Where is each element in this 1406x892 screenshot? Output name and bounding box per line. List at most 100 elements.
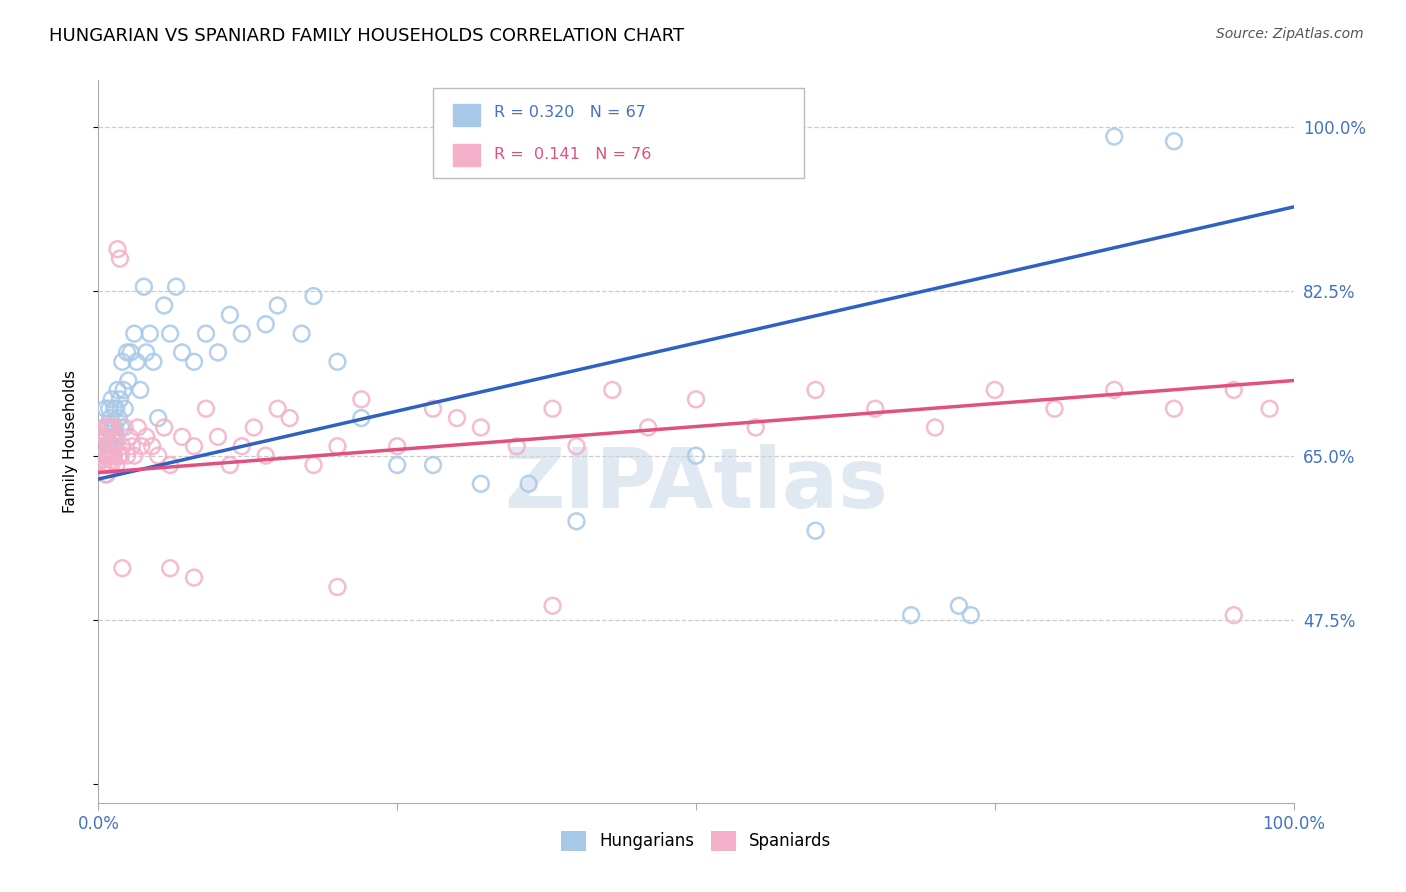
Point [135,430,157,444]
Point [446,411,468,425]
Point [91,439,114,453]
Point [107,383,129,397]
Point [97,439,120,453]
Point [183,355,205,369]
Point [291,326,314,341]
Point [148,449,170,463]
Point [267,298,290,312]
Point [121,439,143,453]
Point [125,355,148,369]
Point [110,420,132,434]
Point [1163,134,1185,148]
Point [96,430,118,444]
Point [135,345,157,359]
Point [960,608,983,623]
Point [685,392,707,407]
Point [98,449,122,463]
Point [120,345,142,359]
Point [565,514,588,528]
Point [159,561,181,575]
Point [422,401,444,416]
Point [219,308,242,322]
Point [91,458,114,472]
Point [97,420,120,434]
Point [94,467,117,482]
Point [132,279,155,293]
Point [326,439,349,453]
Point [565,439,588,453]
Point [685,449,707,463]
Point [98,420,122,434]
Point [139,326,162,341]
Point [97,420,120,434]
Text: R = 0.320   N = 67: R = 0.320 N = 67 [494,105,645,120]
Point [165,279,187,293]
Point [105,458,128,472]
Point [231,326,253,341]
Point [117,374,139,388]
Point [637,420,659,434]
FancyBboxPatch shape [453,144,479,166]
Point [93,420,115,434]
Point [183,571,205,585]
Point [254,449,277,463]
Point [93,449,115,463]
Point [103,439,125,453]
Point [114,420,136,434]
Point [745,420,768,434]
Text: HUNGARIAN VS SPANIARD FAMILY HOUSEHOLDS CORRELATION CHART: HUNGARIAN VS SPANIARD FAMILY HOUSEHOLDS … [49,27,685,45]
Point [1223,383,1246,397]
Text: R =  0.141   N = 76: R = 0.141 N = 76 [494,147,651,162]
Point [153,420,176,434]
Point [141,439,163,453]
Point [108,252,131,266]
Point [91,430,114,444]
Point [804,383,827,397]
Point [470,420,492,434]
Point [110,449,132,463]
Point [326,580,349,594]
Point [302,289,325,303]
Point [105,401,128,416]
Point [101,439,124,453]
Point [98,458,121,472]
Point [159,326,181,341]
Point [1104,383,1126,397]
Point [900,608,922,623]
Point [107,242,129,256]
Point [118,430,141,444]
Point [98,449,121,463]
Point [183,439,205,453]
Point [142,355,165,369]
Point [103,401,125,416]
Point [91,458,114,472]
Point [101,449,124,463]
Point [326,355,349,369]
Point [1104,129,1126,144]
Point [517,476,540,491]
Point [541,599,564,613]
Point [94,449,117,463]
Point [1223,608,1246,623]
Point [111,561,134,575]
Point [104,420,127,434]
Point [541,401,564,416]
Point [172,430,194,444]
Point [107,449,129,463]
Point [924,420,946,434]
Point [115,345,138,359]
Point [100,458,122,472]
Point [350,392,373,407]
Point [124,326,146,341]
Point [115,449,138,463]
Point [101,420,124,434]
Point [98,411,122,425]
Text: ZIPAtlas: ZIPAtlas [503,444,889,525]
Point [96,458,118,472]
Point [385,439,409,453]
Point [96,467,118,482]
Point [602,383,624,397]
Point [97,449,120,463]
Point [94,401,117,416]
Y-axis label: Family Households: Family Households [63,370,77,513]
